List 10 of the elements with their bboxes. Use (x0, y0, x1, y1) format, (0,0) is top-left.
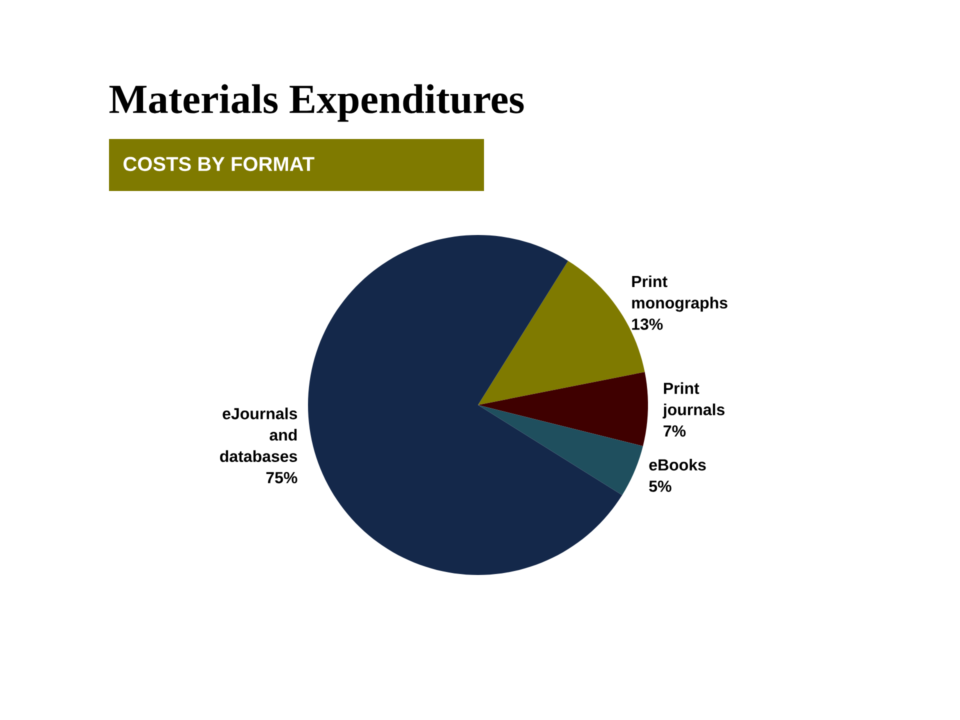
data-label: 7% (664, 425, 686, 437)
data-label: 13% (632, 318, 663, 330)
chart-subtitle: COSTS BY FORMAT (124, 156, 314, 172)
data-label: 5% (649, 480, 672, 492)
slice-label: eBooks (649, 458, 706, 471)
slice-label: Print monographs (632, 275, 728, 312)
slice-label: Print journals (662, 382, 724, 418)
chart-title: Materials Expenditures (109, 84, 524, 122)
slice-label: eJournals and databases (220, 408, 298, 462)
data-label: 75% (266, 472, 298, 484)
